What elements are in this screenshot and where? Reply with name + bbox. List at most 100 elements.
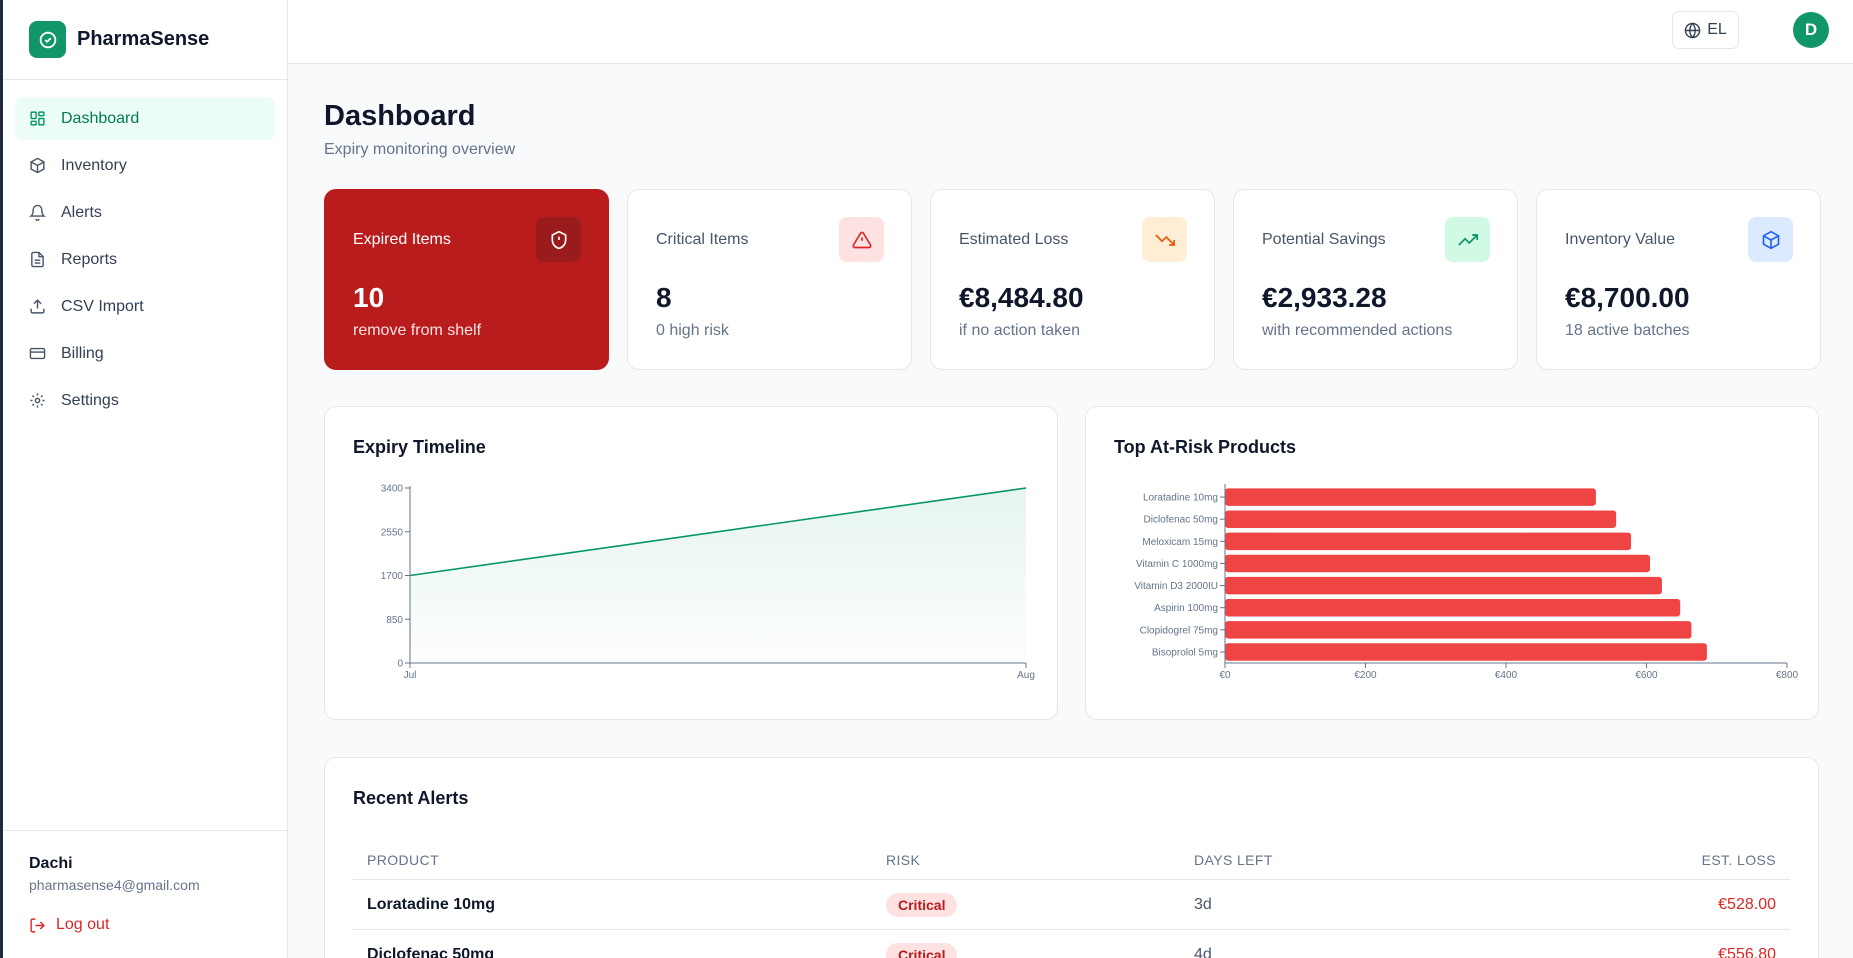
credit-card-icon	[29, 345, 46, 362]
sidebar-item-label: Settings	[61, 391, 119, 409]
product-name: Diclofenac 50mg	[367, 945, 495, 958]
sidebar-item-label: Billing	[61, 344, 104, 362]
bell-icon	[29, 204, 46, 221]
dashboard-icon	[29, 110, 46, 127]
stat-label: Inventory Value	[1565, 231, 1675, 248]
y-tick-label: 0	[397, 659, 403, 670]
bar	[1225, 510, 1617, 528]
logout-button[interactable]: Log out	[29, 916, 287, 934]
column-header-est-loss: EST. LOSS	[1701, 851, 1776, 868]
area-fill	[410, 488, 1026, 663]
stat-card-estimated-loss[interactable]: Estimated Loss €8,484.80 if no action ta…	[930, 189, 1215, 370]
y-tick-label: 1700	[381, 571, 404, 582]
stat-subtext: 18 active batches	[1565, 322, 1690, 339]
user-panel: Dachi pharmasense4@gmail.com Log out	[3, 830, 287, 958]
warning-triangle-icon	[839, 217, 884, 262]
recent-alerts-card: Recent Alerts PRODUCT RISK DAYS LEFT EST…	[324, 757, 1819, 958]
package-icon	[29, 157, 46, 174]
est-loss: €556.80	[1718, 945, 1776, 958]
risk-badge: Critical	[886, 892, 958, 917]
language-label: EL	[1707, 21, 1727, 38]
est-loss: €528.00	[1718, 895, 1776, 913]
stat-value: 10	[353, 282, 385, 313]
sidebar-item-label: Alerts	[61, 203, 102, 221]
risk-badge: Critical	[886, 942, 958, 958]
sidebar-item-inventory[interactable]: Inventory	[15, 144, 275, 187]
y-tick-label: 850	[386, 615, 403, 626]
stat-label: Estimated Loss	[959, 231, 1069, 248]
sidebar-item-csv-import[interactable]: CSV Import	[15, 285, 275, 328]
trending-down-icon	[1142, 217, 1187, 262]
at-risk-products-card: Top At-Risk Products Loratadine 10mg Dicl…	[1085, 406, 1819, 720]
stat-value: 8	[656, 282, 672, 313]
risk-cell: Critical	[886, 880, 958, 929]
stat-label: Critical Items	[656, 231, 749, 248]
sidebar-item-reports[interactable]: Reports	[15, 238, 275, 281]
stat-label: Expired Items	[353, 231, 451, 248]
stat-subtext: remove from shelf	[353, 322, 482, 339]
sidebar-item-settings[interactable]: Settings	[15, 379, 275, 422]
x-tick-label: €400	[1495, 670, 1518, 681]
topbar: EL D	[288, 0, 1853, 64]
bar	[1225, 554, 1651, 573]
column-header-product: PRODUCT	[367, 851, 440, 868]
category-label: Meloxicam 15mg	[1142, 537, 1218, 548]
sidebar: PharmaSense Dashboard Inventory Alerts R…	[0, 0, 288, 958]
category-label: Diclofenac 50mg	[1144, 515, 1218, 526]
cube-icon	[1748, 217, 1793, 262]
x-tick-label: Jul	[404, 670, 417, 681]
at-risk-products-chart: Loratadine 10mg Diclofenac 50mg Meloxicam …	[1134, 484, 1799, 681]
category-label: Clopidogrel 75mg	[1140, 625, 1218, 636]
upload-icon	[29, 298, 46, 315]
stat-card-potential-savings[interactable]: Potential Savings €2,933.28 with recomme…	[1233, 189, 1518, 370]
sidebar-item-dashboard[interactable]: Dashboard	[15, 97, 275, 140]
user-email: pharmasense4@gmail.com	[29, 877, 200, 893]
stat-card-inventory-value[interactable]: Inventory Value €8,700.00 18 active batc…	[1536, 189, 1821, 370]
app-name: PharmaSense	[77, 28, 210, 50]
sidebar-item-billing[interactable]: Billing	[15, 332, 275, 375]
category-label: Vitamin D3 2000IU	[1134, 581, 1218, 592]
stat-card-critical[interactable]: Critical Items 8 0 high risk	[627, 189, 912, 370]
category-label: Vitamin C 1000mg	[1136, 559, 1218, 570]
y-tick-label: 3400	[381, 484, 404, 495]
y-tick-label: 2550	[381, 527, 404, 538]
bar	[1225, 488, 1596, 506]
x-tick-label: €800	[1776, 670, 1799, 681]
avatar[interactable]: D	[1793, 12, 1829, 48]
bar	[1225, 598, 1681, 617]
category-label: Loratadine 10mg	[1143, 493, 1218, 504]
trending-up-icon	[1445, 217, 1490, 262]
table-row[interactable]: Loratadine 10mg Critical 3d €528.00	[353, 880, 1790, 930]
x-tick-label: €200	[1354, 670, 1377, 681]
stat-subtext: with recommended actions	[1262, 322, 1453, 339]
file-icon	[29, 251, 46, 268]
table-row[interactable]: Diclofenac 50mg Critical 4d €556.80	[353, 930, 1790, 958]
category-label: Aspirin 100mg	[1154, 603, 1218, 614]
panel-title: Top At-Risk Products	[1114, 437, 1297, 457]
product-name: Loratadine 10mg	[367, 895, 496, 913]
expiry-timeline-chart: 0 850 1700 2550 3400 Jul Aug	[381, 484, 1035, 682]
page-title: Dashboard	[324, 100, 476, 132]
table-header: PRODUCT RISK DAYS LEFT EST. LOSS	[353, 840, 1790, 880]
sidebar-item-label: Inventory	[61, 156, 127, 174]
brand[interactable]: PharmaSense	[3, 0, 287, 80]
stat-value: €8,700.00	[1565, 282, 1690, 313]
logout-icon	[29, 917, 46, 934]
risk-cell: Critical	[886, 930, 958, 958]
user-name: Dachi	[29, 855, 73, 872]
sidebar-item-alerts[interactable]: Alerts	[15, 191, 275, 234]
shield-alert-icon	[536, 217, 581, 262]
logout-label: Log out	[56, 916, 110, 933]
logo-check-icon	[29, 21, 66, 58]
column-header-days-left: DAYS LEFT	[1194, 851, 1273, 868]
sidebar-item-label: Dashboard	[61, 109, 140, 127]
category-label: Bisoprolol 5mg	[1152, 647, 1218, 658]
bar	[1225, 576, 1662, 595]
gear-icon	[29, 392, 46, 409]
sidebar-nav: Dashboard Inventory Alerts Reports CSV I…	[3, 80, 287, 422]
bar	[1225, 621, 1692, 639]
stat-card-expired[interactable]: Expired Items 10 remove from shelf	[324, 189, 609, 370]
column-header-risk: RISK	[886, 851, 921, 868]
language-button[interactable]: EL	[1672, 11, 1739, 49]
stat-value: €2,933.28	[1262, 282, 1387, 313]
